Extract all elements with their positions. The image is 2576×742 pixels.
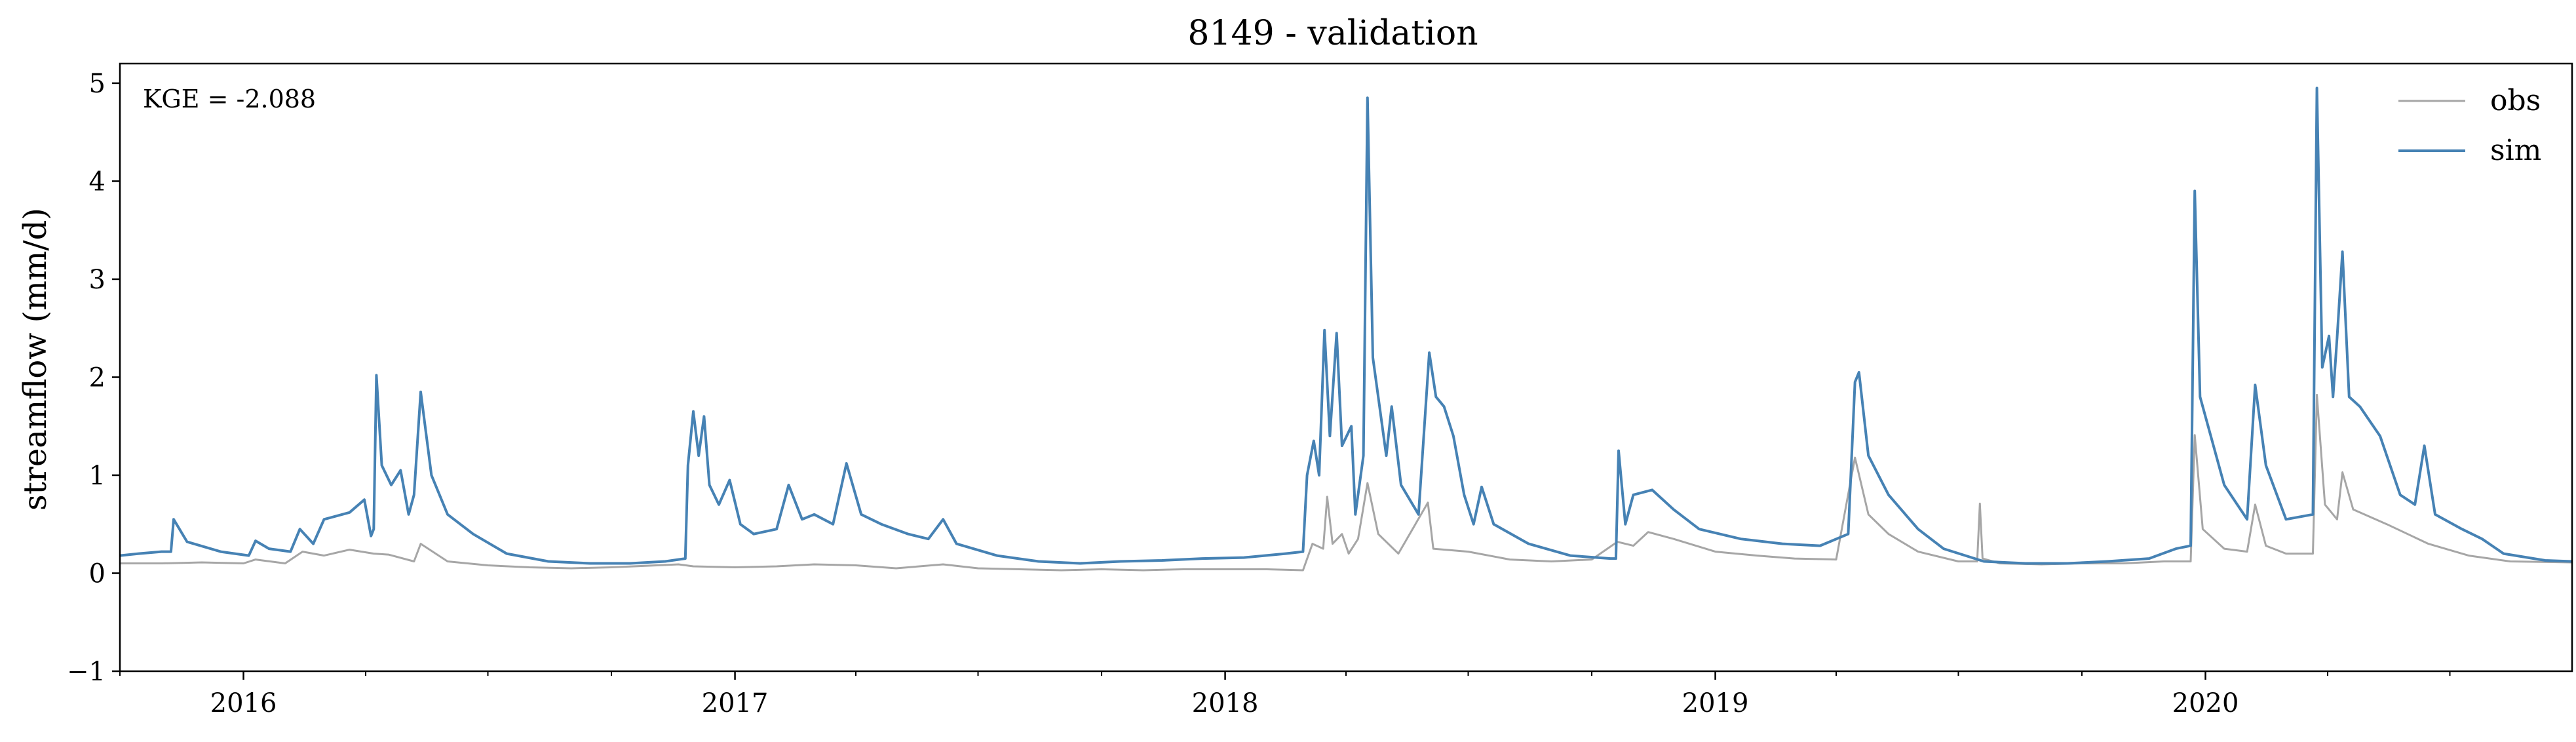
y-tick-label: 4 — [89, 166, 106, 197]
chart-title: 8149 - validation — [1187, 14, 1478, 53]
x-tick-label: 2018 — [1192, 688, 1259, 718]
legend-label-obs: obs — [2490, 84, 2541, 117]
y-tick-label: 1 — [89, 461, 106, 491]
legend-label-sim: sim — [2490, 134, 2541, 167]
x-axis-ticks: 2016 2017 2018 2019 2020 — [119, 671, 2451, 718]
x-tick-label: 2017 — [702, 688, 769, 718]
series-layer — [119, 87, 2573, 572]
x-tick-label: 2019 — [1682, 688, 1749, 718]
y-tick-label: −1 — [67, 657, 106, 687]
series-line-sim — [119, 87, 2573, 565]
legend: obs sim — [2398, 84, 2541, 167]
plot-frame — [120, 64, 2572, 671]
y-tick-label: 0 — [89, 558, 106, 589]
x-tick-label: 2016 — [210, 688, 277, 718]
y-axis-label: streamflow (mm/d) — [17, 208, 54, 511]
plot-area: −1 0 1 2 3 4 5 2016 2017 2018 2019 2020 KGE = -2.0… — [67, 62, 2573, 718]
y-tick-label: 2 — [89, 362, 106, 393]
y-tick-label: 3 — [89, 265, 106, 295]
y-tick-label: 5 — [89, 69, 106, 99]
x-tick-label: 2020 — [2172, 688, 2239, 718]
y-axis-ticks: −1 0 1 2 3 4 5 — [67, 69, 120, 687]
series-line-obs — [120, 393, 2573, 572]
kge-annotation: KGE = -2.088 — [143, 85, 316, 113]
